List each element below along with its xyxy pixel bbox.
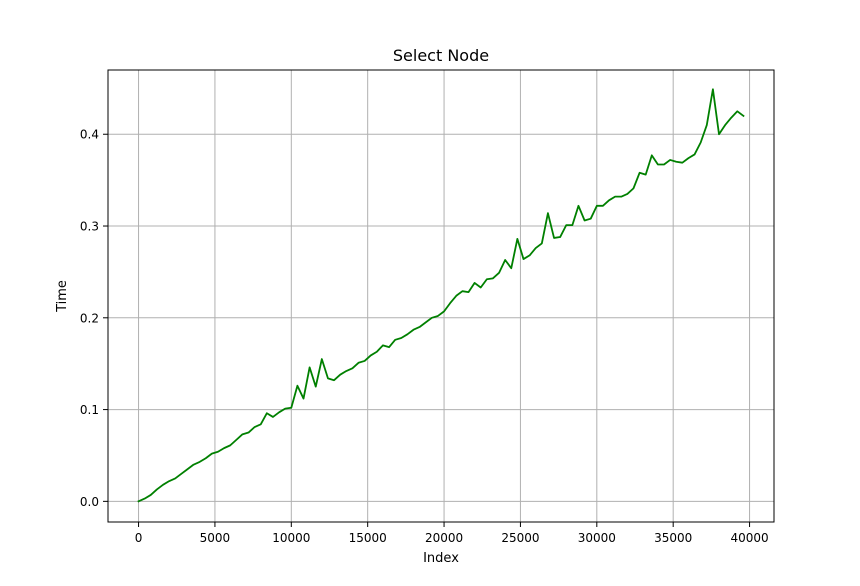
x-tick-label: 35000 (654, 531, 692, 545)
x-tick-label: 20000 (425, 531, 463, 545)
y-tick-label: 0.0 (80, 495, 99, 509)
x-tick-label: 40000 (730, 531, 768, 545)
grid-lines (108, 70, 774, 522)
x-tick-label: 10000 (272, 531, 310, 545)
chart-title: Select Node (393, 46, 489, 65)
y-tick-label: 0.1 (80, 403, 99, 417)
series-line (137, 88, 745, 503)
plot-area-frame (107, 69, 775, 523)
x-axis-label: Index (423, 551, 459, 566)
x-tick-label: 0 (135, 531, 143, 545)
y-axis-label: Time (55, 280, 70, 313)
y-tick-label: 0.4 (80, 128, 99, 142)
y-tick-label: 0.2 (80, 311, 99, 325)
x-tick-label: 25000 (501, 531, 539, 545)
x-tick-label: 15000 (349, 531, 387, 545)
x-tick-label: 30000 (578, 531, 616, 545)
y-tick-label: 0.3 (80, 220, 99, 234)
x-axis-ticks: 0 5000 10000 15000 20000 25000 30000 35000 40000 (135, 522, 769, 545)
x-tick-label: 5000 (200, 531, 231, 545)
y-axis-ticks: 0.0 0.1 0.2 0.3 0.4 (80, 128, 108, 509)
